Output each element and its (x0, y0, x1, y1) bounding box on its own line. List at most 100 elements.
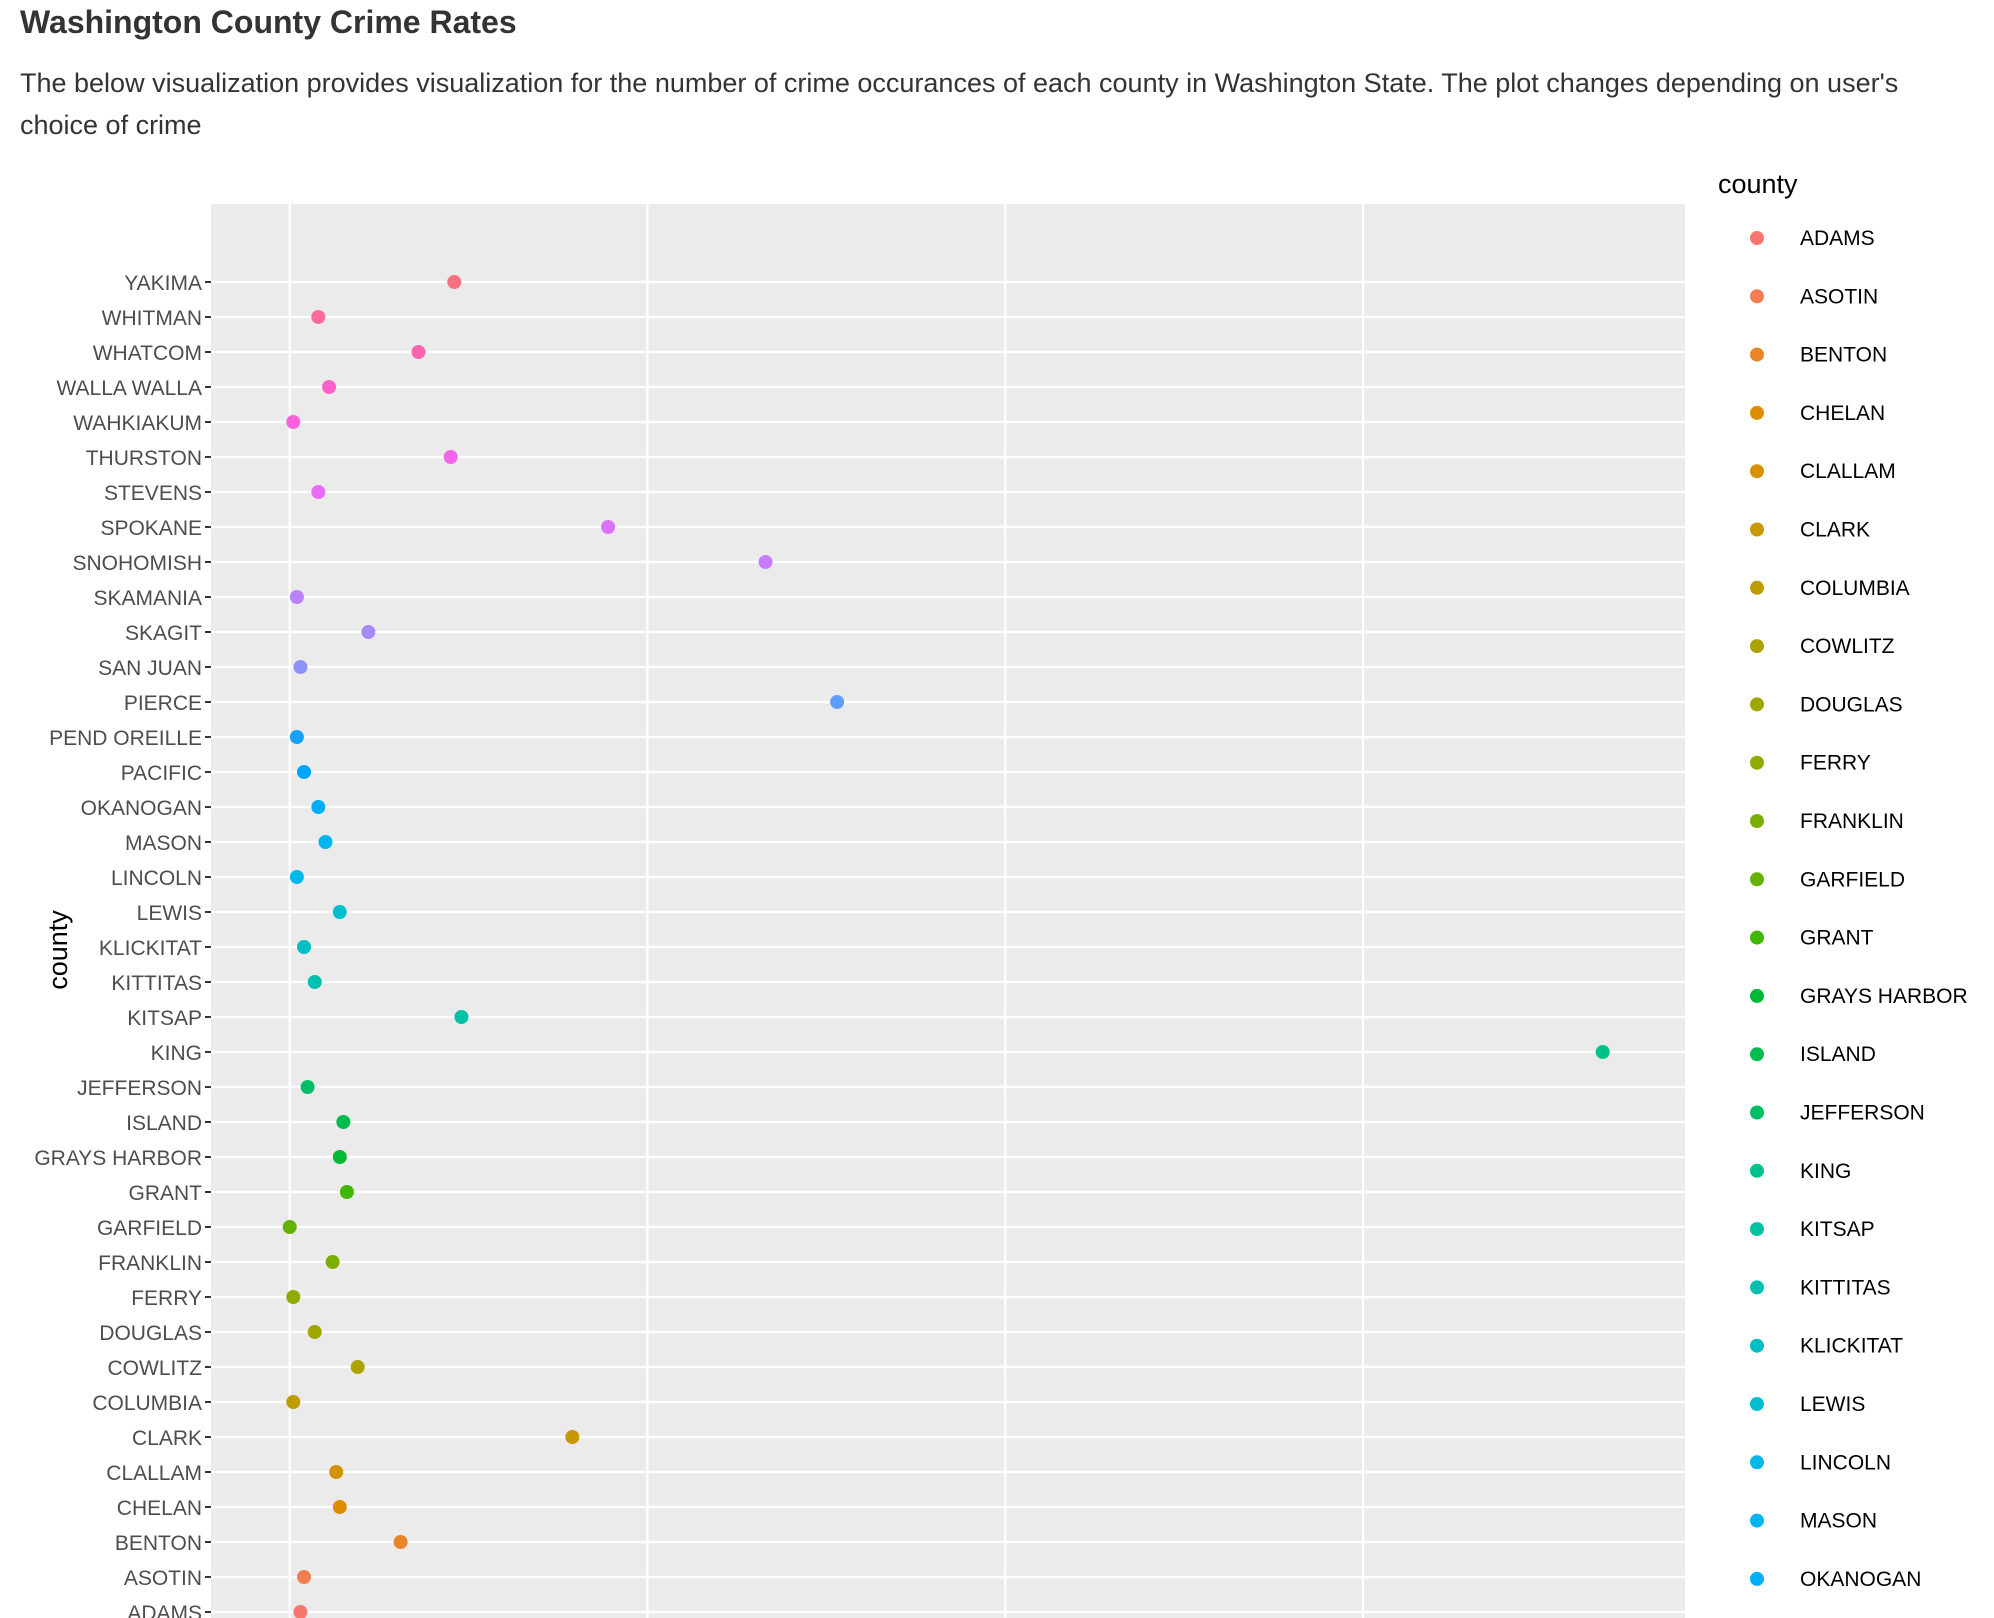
y-tick-label: WALLA WALLA (56, 377, 202, 400)
page-title: Washington County Crime Rates (20, 4, 517, 40)
legend-key (1750, 1280, 1764, 1295)
legend-key (1750, 755, 1764, 770)
y-tick-label: DOUGLAS (99, 1322, 202, 1345)
y-tick-label: ASOTIN (124, 1567, 202, 1590)
data-point (325, 1255, 340, 1269)
y-tick-label: COLUMBIA (92, 1392, 202, 1415)
data-point (311, 800, 326, 814)
legend-key (1750, 639, 1764, 654)
legend-key (1750, 930, 1764, 945)
legend-key (1750, 347, 1764, 362)
y-tick-label: KLICKITAT (99, 937, 202, 960)
data-point (758, 555, 773, 569)
y-tick-label: CLARK (132, 1427, 202, 1450)
legend-label: OKANOGAN (1800, 1568, 1921, 1591)
data-point (307, 1325, 322, 1339)
data-point (297, 940, 312, 954)
y-tick-label: FERRY (131, 1287, 202, 1310)
legend-label: ISLAND (1800, 1043, 1876, 1066)
legend-key (1750, 1163, 1764, 1178)
y-tick-label: MASON (125, 832, 202, 855)
legend-key (1750, 231, 1764, 245)
y-tick-label: LEWIS (137, 902, 202, 925)
legend-label: COWLITZ (1800, 635, 1895, 658)
data-point (293, 1605, 308, 1618)
y-tick-label: KITTITAS (111, 972, 202, 995)
legend-label: CLARK (1800, 519, 1870, 542)
y-axis-label: county (43, 910, 73, 990)
data-point (293, 660, 308, 674)
data-point (830, 695, 845, 709)
data-point (322, 380, 337, 394)
legend-label: KITTITAS (1800, 1276, 1891, 1299)
data-point (311, 485, 326, 499)
data-point (289, 730, 304, 744)
data-point (332, 905, 347, 919)
legend-key (1750, 814, 1764, 828)
legend: ADAMS ASOTIN BENTON CHELAN CLALLAM CLARK COLUM… (1750, 227, 1968, 1591)
legend-label: ADAMS (1800, 227, 1875, 250)
page-description: The below visualization provides visuali… (20, 68, 1899, 140)
legend-key (1750, 1047, 1764, 1062)
legend-key (1750, 1571, 1764, 1586)
y-axis-tick-labels: ADAMS ASOTIN BENTON CHELAN CLALLAM CLARK COLUM… (34, 272, 202, 1618)
legend-label: GRANT (1800, 927, 1874, 950)
legend-label: DOUGLAS (1800, 693, 1903, 716)
legend-label: LEWIS (1800, 1393, 1865, 1416)
data-point (318, 835, 333, 849)
legend-key (1750, 405, 1764, 420)
legend-key (1750, 872, 1764, 887)
y-tick-label: LINCOLN (111, 867, 202, 890)
gridlines-y (211, 280, 1685, 1614)
data-point (443, 450, 458, 464)
legend-label: CLALLAM (1800, 460, 1896, 483)
legend-key (1750, 1338, 1764, 1353)
legend-key (1750, 697, 1764, 712)
y-tick-label: PACIFIC (121, 762, 202, 785)
legend-key (1750, 1513, 1764, 1528)
data-point (297, 765, 312, 779)
y-tick-label: OKANOGAN (81, 797, 202, 820)
y-tick-label: YAKIMA (124, 272, 202, 295)
data-point (307, 975, 322, 989)
y-tick-label: KING (151, 1042, 202, 1065)
legend-label: GRAYS HARBOR (1800, 985, 1968, 1008)
legend-label: COLUMBIA (1800, 577, 1910, 600)
legend-label: CHELAN (1800, 402, 1885, 425)
data-point (1595, 1045, 1610, 1059)
data-points (282, 275, 1610, 1618)
y-tick-label: STEVENS (104, 482, 202, 505)
y-tick-label: PEND OREILLE (49, 727, 202, 750)
legend-key (1750, 1222, 1764, 1237)
y-tick-label: GRANT (129, 1182, 203, 1205)
legend-label: LINCOLN (1800, 1451, 1891, 1474)
y-tick-label: COWLITZ (108, 1357, 203, 1380)
y-tick-label: SKAGIT (125, 622, 202, 645)
legend-key (1750, 522, 1764, 537)
data-point (300, 1080, 315, 1094)
data-point (297, 1570, 312, 1584)
data-point (332, 1500, 347, 1514)
data-point (601, 520, 616, 534)
y-tick-label: JEFFERSON (77, 1077, 202, 1100)
y-tick-label: THURSTON (86, 447, 202, 470)
y-tick-label: WAHKIAKUM (73, 412, 202, 435)
legend-key (1750, 289, 1764, 304)
data-point (350, 1360, 365, 1374)
data-point (454, 1010, 469, 1024)
y-tick-label: KITSAP (127, 1007, 202, 1030)
y-tick-label: SKAMANIA (93, 587, 202, 610)
data-point (286, 1290, 301, 1304)
legend-key (1750, 1397, 1764, 1411)
y-tick-label: BENTON (115, 1532, 202, 1555)
y-tick-label: CLALLAM (106, 1462, 202, 1485)
data-point (447, 275, 462, 289)
data-point (361, 625, 376, 639)
y-axis-ticks (205, 281, 211, 1613)
legend-label: KLICKITAT (1800, 1335, 1903, 1358)
data-point (289, 590, 304, 604)
legend-label: ASOTIN (1800, 285, 1878, 308)
legend-key (1750, 464, 1764, 479)
y-tick-label: GARFIELD (97, 1217, 202, 1240)
gridlines-x (288, 204, 1365, 1618)
